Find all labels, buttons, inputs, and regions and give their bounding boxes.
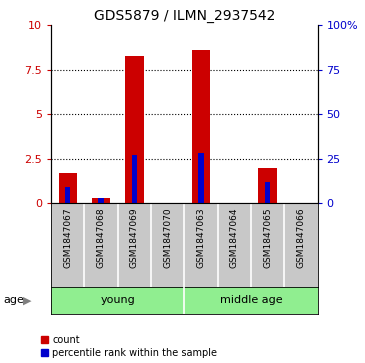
Bar <box>59 173 77 203</box>
Bar <box>99 198 104 203</box>
Text: ▶: ▶ <box>23 295 32 305</box>
Title: GDS5879 / ILMN_2937542: GDS5879 / ILMN_2937542 <box>94 9 275 23</box>
Text: GSM1847069: GSM1847069 <box>130 207 139 268</box>
Bar <box>258 168 277 203</box>
Text: GSM1847067: GSM1847067 <box>63 207 72 268</box>
Text: age: age <box>4 295 24 305</box>
Bar <box>65 187 70 203</box>
Legend: count, percentile rank within the sample: count, percentile rank within the sample <box>41 335 217 358</box>
Bar <box>132 155 137 203</box>
Text: GSM1847066: GSM1847066 <box>296 207 306 268</box>
Bar <box>265 182 270 203</box>
Text: GSM1847064: GSM1847064 <box>230 207 239 268</box>
Text: GSM1847065: GSM1847065 <box>263 207 272 268</box>
Text: GSM1847070: GSM1847070 <box>163 207 172 268</box>
Bar <box>125 56 143 203</box>
Text: GSM1847068: GSM1847068 <box>97 207 105 268</box>
Bar <box>92 198 110 203</box>
Text: GSM1847063: GSM1847063 <box>196 207 205 268</box>
Bar <box>199 154 204 203</box>
Text: young: young <box>100 295 135 305</box>
Text: middle age: middle age <box>220 295 282 305</box>
Bar <box>192 50 210 203</box>
